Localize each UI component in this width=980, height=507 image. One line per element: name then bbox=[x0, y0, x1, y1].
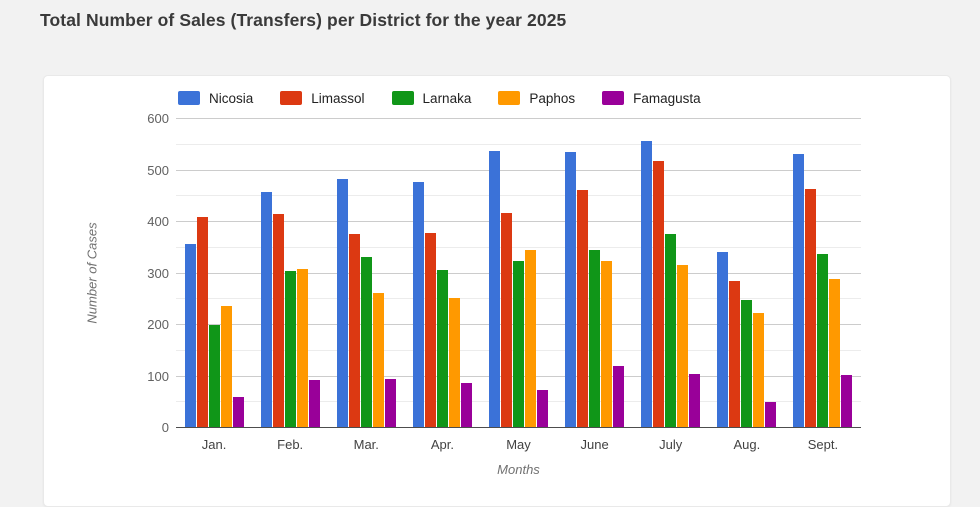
legend-item-nicosia[interactable]: Nicosia bbox=[178, 91, 253, 106]
bar-larnaka-sept[interactable] bbox=[817, 254, 829, 428]
bar-limassol-july[interactable] bbox=[653, 161, 665, 428]
legend-label: Larnaka bbox=[422, 90, 472, 106]
legend-label: Nicosia bbox=[209, 90, 254, 106]
bar-famagusta-july[interactable] bbox=[689, 374, 701, 428]
gridline-450 bbox=[176, 195, 861, 197]
legend-item-larnaka[interactable]: Larnaka bbox=[391, 90, 472, 106]
bar-nicosia-apr[interactable] bbox=[412, 181, 424, 428]
bar-larnaka-apr[interactable] bbox=[436, 270, 448, 428]
bar-famagusta-jan[interactable] bbox=[232, 397, 244, 428]
legend-label: Paphos bbox=[529, 90, 576, 106]
bar-paphos-sept[interactable] bbox=[829, 279, 841, 428]
chart-card: Nicosia Limassol Larnaka Paphos Famagusta Nu… bbox=[43, 75, 951, 507]
bar-paphos-apr[interactable] bbox=[448, 298, 460, 428]
bar-larnaka-aug[interactable] bbox=[741, 300, 753, 428]
bar-paphos-aug[interactable] bbox=[753, 312, 765, 428]
bar-limassol-feb[interactable] bbox=[272, 214, 284, 428]
legend-swatch-icon bbox=[178, 91, 200, 105]
x-axis-tick-label-mar: Mar. bbox=[353, 437, 379, 452]
page-title: Total Number of Sales (Transfers) per Di… bbox=[40, 10, 567, 30]
bar-famagusta-june[interactable] bbox=[613, 366, 625, 428]
x-axis-tick-label-june: June bbox=[580, 437, 609, 452]
x-axis-baseline bbox=[176, 426, 861, 428]
bar-limassol-aug[interactable] bbox=[729, 281, 741, 428]
bar-limassol-sept[interactable] bbox=[805, 189, 817, 428]
x-axis-tick-label-apr: Apr. bbox=[430, 437, 454, 452]
bar-limassol-june[interactable] bbox=[577, 189, 589, 428]
chart-legend: Nicosia Limassol Larnaka Paphos Famagusta bbox=[178, 90, 701, 106]
bar-group-Apr bbox=[404, 119, 480, 428]
bar-paphos-july[interactable] bbox=[677, 265, 689, 428]
bar-limassol-mar[interactable] bbox=[348, 233, 360, 428]
bar-nicosia-feb[interactable] bbox=[260, 191, 272, 428]
y-axis-tick-label-400: 400 bbox=[147, 214, 169, 229]
bar-paphos-jan[interactable] bbox=[220, 305, 232, 428]
bar-limassol-may[interactable] bbox=[500, 212, 512, 428]
x-axis-tick-label-aug: Aug. bbox=[733, 437, 761, 452]
bar-paphos-feb[interactable] bbox=[296, 269, 308, 428]
bar-group-Mar bbox=[328, 119, 404, 428]
gridline-550 bbox=[176, 143, 861, 145]
legend-swatch-icon bbox=[498, 91, 521, 105]
bar-nicosia-sept[interactable] bbox=[793, 153, 805, 428]
bar-larnaka-mar[interactable] bbox=[360, 256, 372, 428]
legend-item-famagusta[interactable]: Famagusta bbox=[602, 91, 701, 106]
bar-group-Jan bbox=[176, 119, 252, 428]
bar-group-Aug bbox=[709, 119, 785, 428]
bar-limassol-apr[interactable] bbox=[424, 233, 436, 428]
x-axis-tick-label-may: May bbox=[506, 437, 531, 452]
y-axis-tick-label-100: 100 bbox=[147, 368, 169, 384]
x-axis-title: Months bbox=[497, 462, 540, 477]
bar-limassol-jan[interactable] bbox=[196, 217, 208, 428]
bar-famagusta-aug[interactable] bbox=[765, 402, 777, 428]
gridline-350 bbox=[176, 246, 861, 248]
bar-paphos-june[interactable] bbox=[601, 260, 613, 428]
y-axis-tick-label-0: 0 bbox=[161, 420, 169, 435]
bar-group-June bbox=[557, 119, 633, 428]
bar-famagusta-feb[interactable] bbox=[308, 380, 320, 428]
y-axis-title: Number of Cases bbox=[84, 222, 100, 324]
legend-item-limassol[interactable]: Limassol bbox=[280, 90, 365, 106]
bar-famagusta-may[interactable] bbox=[536, 390, 548, 428]
bar-larnaka-june[interactable] bbox=[589, 249, 601, 428]
bar-group-May bbox=[480, 119, 556, 428]
bar-nicosia-jan[interactable] bbox=[184, 244, 196, 428]
bar-group-Feb bbox=[252, 119, 328, 428]
bar-larnaka-may[interactable] bbox=[512, 261, 524, 428]
bar-nicosia-may[interactable] bbox=[488, 151, 500, 428]
x-axis-tick-label-feb: Feb. bbox=[277, 437, 304, 452]
x-axis-tick-label-july: July bbox=[659, 437, 683, 452]
plot-area bbox=[176, 118, 861, 428]
bar-larnaka-july[interactable] bbox=[665, 233, 677, 428]
x-axis-tick-label-jan: Jan. bbox=[201, 437, 227, 452]
gridline-600 bbox=[176, 118, 861, 119]
gridline-400 bbox=[176, 221, 861, 222]
y-axis-tick-label-300: 300 bbox=[147, 265, 169, 281]
bar-group-Sept bbox=[785, 119, 861, 428]
bar-nicosia-june[interactable] bbox=[565, 151, 577, 428]
gridline-500 bbox=[176, 169, 861, 171]
bar-group-July bbox=[633, 119, 709, 428]
bar-nicosia-mar[interactable] bbox=[336, 179, 348, 428]
bar-famagusta-sept[interactable] bbox=[841, 375, 853, 428]
y-axis-tick-label-600: 600 bbox=[147, 111, 169, 126]
legend-swatch-icon bbox=[602, 91, 625, 105]
bar-paphos-mar[interactable] bbox=[372, 292, 384, 428]
bar-nicosia-aug[interactable] bbox=[717, 252, 729, 428]
legend-label: Famagusta bbox=[633, 90, 701, 106]
bar-larnaka-feb[interactable] bbox=[284, 270, 296, 428]
legend-swatch-icon bbox=[280, 91, 303, 105]
y-axis-tick-label-200: 200 bbox=[147, 317, 169, 332]
x-axis-tick-label-sept: Sept. bbox=[807, 437, 839, 452]
legend-swatch-icon bbox=[391, 91, 414, 105]
bar-nicosia-july[interactable] bbox=[641, 141, 653, 428]
legend-item-paphos[interactable]: Paphos bbox=[498, 91, 575, 106]
legend-label: Limassol bbox=[311, 90, 365, 106]
bar-famagusta-mar[interactable] bbox=[384, 379, 396, 428]
y-axis-tick-label-500: 500 bbox=[147, 162, 169, 178]
bar-paphos-may[interactable] bbox=[524, 249, 536, 428]
bar-famagusta-apr[interactable] bbox=[460, 383, 472, 428]
bar-larnaka-jan[interactable] bbox=[208, 324, 220, 428]
